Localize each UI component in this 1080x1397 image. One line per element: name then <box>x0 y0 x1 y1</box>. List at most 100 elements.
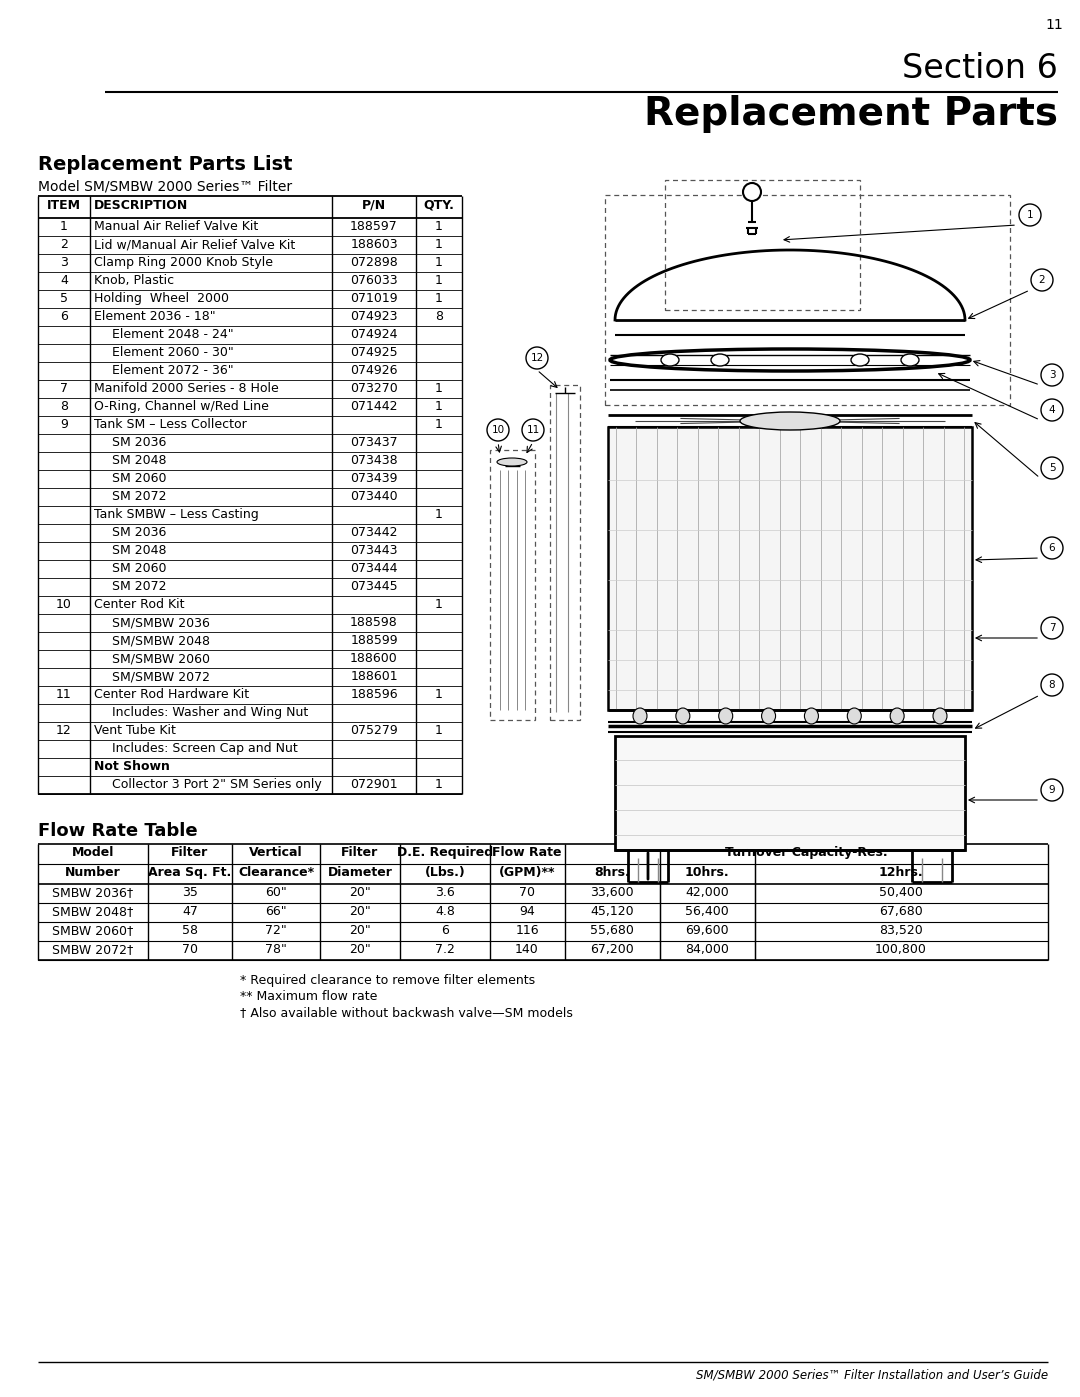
Text: 7: 7 <box>60 381 68 395</box>
Bar <box>615 736 966 849</box>
Text: 11: 11 <box>526 425 540 434</box>
Text: Lid w/Manual Air Relief Valve Kit: Lid w/Manual Air Relief Valve Kit <box>94 237 295 251</box>
Text: 2: 2 <box>1039 275 1045 285</box>
Text: SM 2060: SM 2060 <box>112 472 166 485</box>
Text: 073439: 073439 <box>350 472 397 485</box>
Text: 1: 1 <box>435 400 443 414</box>
Text: Section 6: Section 6 <box>902 52 1058 85</box>
Ellipse shape <box>805 708 819 724</box>
Text: Element 2048 - 24": Element 2048 - 24" <box>112 328 233 341</box>
Text: 8: 8 <box>60 400 68 414</box>
Ellipse shape <box>711 353 729 366</box>
Text: Filter: Filter <box>172 847 208 859</box>
Text: 1: 1 <box>435 687 443 701</box>
Text: * Required clearance to remove filter elements: * Required clearance to remove filter el… <box>240 974 535 988</box>
Text: 10hrs.: 10hrs. <box>685 866 729 879</box>
Text: Diameter: Diameter <box>327 866 392 879</box>
Text: 071019: 071019 <box>350 292 397 305</box>
Circle shape <box>1041 457 1063 479</box>
Text: ** Maximum flow rate: ** Maximum flow rate <box>240 990 377 1003</box>
Text: 1: 1 <box>435 509 443 521</box>
Text: 1: 1 <box>435 256 443 270</box>
Circle shape <box>1041 673 1063 696</box>
Ellipse shape <box>851 353 869 366</box>
Text: 47: 47 <box>183 905 198 918</box>
Text: 073444: 073444 <box>350 562 397 576</box>
Text: 188599: 188599 <box>350 634 397 647</box>
Ellipse shape <box>718 708 732 724</box>
Text: 140: 140 <box>515 943 539 956</box>
Text: 8hrs.: 8hrs. <box>594 866 630 879</box>
Text: 6: 6 <box>441 923 449 937</box>
Text: SM 2048: SM 2048 <box>112 454 166 467</box>
Text: DESCRIPTION: DESCRIPTION <box>94 198 188 212</box>
Circle shape <box>1041 365 1063 386</box>
Ellipse shape <box>901 353 919 366</box>
Text: 55,680: 55,680 <box>590 923 634 937</box>
Text: 45,120: 45,120 <box>590 905 634 918</box>
Text: 1: 1 <box>435 237 443 251</box>
Text: 073438: 073438 <box>350 454 397 467</box>
Text: SMBW 2060†: SMBW 2060† <box>52 923 134 937</box>
Text: SM/SMBW 2000 Series™ Filter Installation and User’s Guide: SM/SMBW 2000 Series™ Filter Installation… <box>696 1368 1048 1382</box>
Ellipse shape <box>633 708 647 724</box>
Text: 188598: 188598 <box>350 616 397 629</box>
Text: 4: 4 <box>60 274 68 286</box>
Text: 20": 20" <box>349 886 370 900</box>
Text: Not Shown: Not Shown <box>94 760 170 773</box>
Text: Element 2036 - 18": Element 2036 - 18" <box>94 310 216 323</box>
Text: 33,600: 33,600 <box>590 886 634 900</box>
Text: Element 2072 - 36": Element 2072 - 36" <box>112 365 233 377</box>
Text: Vent Tube Kit: Vent Tube Kit <box>94 724 176 738</box>
Text: Clearance*: Clearance* <box>238 866 314 879</box>
Text: 188596: 188596 <box>350 687 397 701</box>
Text: 66": 66" <box>266 905 287 918</box>
Text: 2: 2 <box>60 237 68 251</box>
Circle shape <box>487 419 509 441</box>
Ellipse shape <box>761 708 775 724</box>
Text: 1: 1 <box>1027 210 1034 219</box>
Text: 1: 1 <box>435 598 443 610</box>
Text: 7: 7 <box>1049 623 1055 633</box>
Text: 074923: 074923 <box>350 310 397 323</box>
Text: SM/SMBW 2072: SM/SMBW 2072 <box>112 671 210 683</box>
Text: QTY.: QTY. <box>423 198 455 212</box>
Text: 1: 1 <box>435 292 443 305</box>
Ellipse shape <box>933 708 947 724</box>
Ellipse shape <box>661 353 679 366</box>
Text: SM 2036: SM 2036 <box>112 527 166 539</box>
Text: 11: 11 <box>1045 18 1063 32</box>
Text: Model SM/SMBW 2000 Series™ Filter: Model SM/SMBW 2000 Series™ Filter <box>38 179 292 193</box>
Text: Model: Model <box>71 847 114 859</box>
Circle shape <box>1041 780 1063 800</box>
Text: 074925: 074925 <box>350 346 397 359</box>
Text: 071442: 071442 <box>350 400 397 414</box>
Text: 8: 8 <box>1049 680 1055 690</box>
Text: Replacement Parts: Replacement Parts <box>644 95 1058 133</box>
Text: 1: 1 <box>435 724 443 738</box>
Text: Manual Air Relief Valve Kit: Manual Air Relief Valve Kit <box>94 219 258 233</box>
Text: 11: 11 <box>56 687 72 701</box>
Text: P/N: P/N <box>362 198 386 212</box>
Text: Filter: Filter <box>341 847 379 859</box>
Text: 3: 3 <box>60 256 68 270</box>
Text: 10: 10 <box>56 598 72 610</box>
Text: 78": 78" <box>265 943 287 956</box>
Text: 83,520: 83,520 <box>879 923 923 937</box>
Text: 1: 1 <box>60 219 68 233</box>
Text: 073437: 073437 <box>350 436 397 448</box>
Bar <box>608 427 972 710</box>
Text: 073443: 073443 <box>350 543 397 557</box>
Text: 9: 9 <box>60 418 68 432</box>
Text: 9: 9 <box>1049 785 1055 795</box>
Text: ITEM: ITEM <box>48 198 81 212</box>
Text: Tank SMBW – Less Casting: Tank SMBW – Less Casting <box>94 509 259 521</box>
Text: Manifold 2000 Series - 8 Hole: Manifold 2000 Series - 8 Hole <box>94 381 279 395</box>
Text: 1: 1 <box>435 381 443 395</box>
Text: SM/SMBW 2048: SM/SMBW 2048 <box>112 634 210 647</box>
Text: 073442: 073442 <box>350 527 397 539</box>
Text: 42,000: 42,000 <box>685 886 729 900</box>
Text: 7.2: 7.2 <box>435 943 455 956</box>
Text: SM/SMBW 2060: SM/SMBW 2060 <box>112 652 210 665</box>
Text: SMBW 2048†: SMBW 2048† <box>52 905 134 918</box>
